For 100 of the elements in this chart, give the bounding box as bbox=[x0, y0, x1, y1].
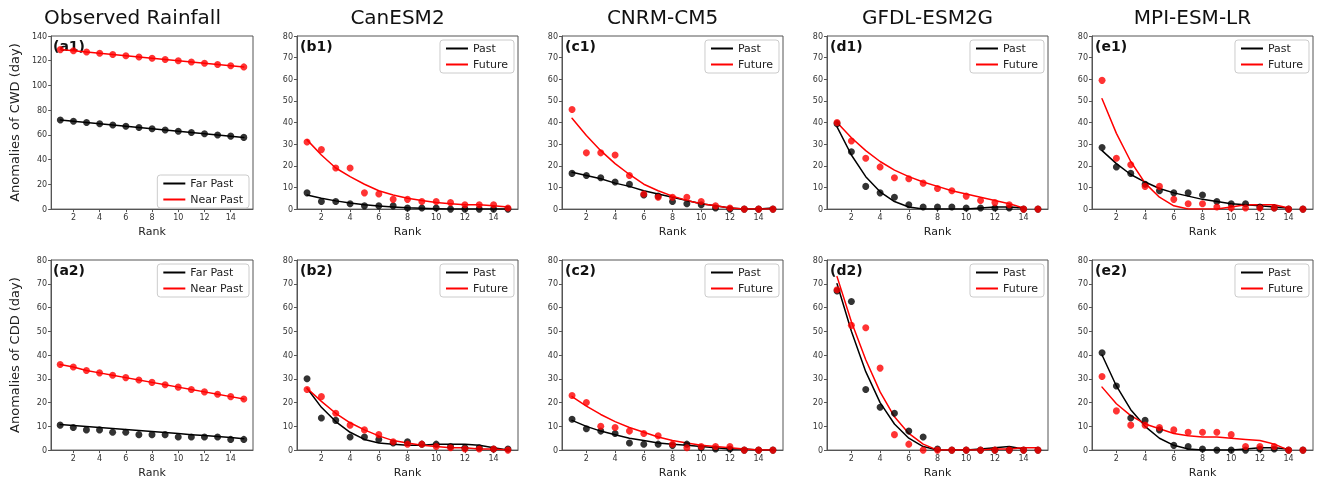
y-tick-label: 10 bbox=[812, 182, 823, 192]
y-tick-label: 30 bbox=[812, 139, 823, 149]
y-tick-label: 20 bbox=[1077, 161, 1088, 171]
y-tick-label: 0 bbox=[1082, 204, 1088, 214]
y-tick-label: 140 bbox=[31, 31, 48, 41]
x-tick-label: 12 bbox=[1254, 212, 1265, 222]
x-tick-label: 6 bbox=[123, 453, 129, 463]
x-tick-label: 8 bbox=[669, 212, 676, 222]
y-tick-label: 60 bbox=[282, 303, 293, 313]
x-tick-label: 14 bbox=[1283, 212, 1294, 222]
y-tick-label: 20 bbox=[36, 179, 48, 189]
legend-label: Near Past bbox=[190, 282, 244, 295]
x-tick-label: 14 bbox=[488, 453, 499, 463]
y-tick-label: 60 bbox=[547, 74, 558, 84]
y-tick-label: 30 bbox=[1077, 139, 1088, 149]
y-tick-label: 40 bbox=[282, 350, 293, 360]
x-axis-title: Rank bbox=[1188, 225, 1217, 238]
y-tick-label: 10 bbox=[1077, 182, 1088, 192]
x-tick-label: 10 bbox=[1226, 212, 1237, 222]
y-tick-label: 120 bbox=[31, 56, 48, 66]
annotation: (d2) bbox=[830, 262, 863, 278]
y-tick-label: 50 bbox=[36, 326, 47, 336]
y-tick-label: 0 bbox=[552, 445, 558, 455]
x-tick-label: 6 bbox=[906, 453, 912, 463]
x-tick-label: 14 bbox=[1018, 453, 1029, 463]
legend-label: Future bbox=[1002, 282, 1039, 295]
x-tick-label: 4 bbox=[877, 453, 883, 463]
x-tick-label: 12 bbox=[199, 212, 210, 222]
x-axis-title: Rank bbox=[393, 225, 422, 238]
legend-label: Past bbox=[472, 42, 497, 55]
chart-title: MPI-ESM-LR bbox=[1133, 5, 1252, 29]
chart-title: Observed Rainfall bbox=[44, 5, 221, 29]
y-tick-label: 30 bbox=[812, 374, 823, 384]
annotation: (b1) bbox=[300, 38, 333, 54]
x-tick-label: 14 bbox=[753, 453, 764, 463]
x-tick-label: 2 bbox=[848, 453, 854, 463]
y-tick-label: 20 bbox=[282, 398, 293, 408]
x-tick-label: 6 bbox=[1171, 453, 1177, 463]
y-tick-label: 80 bbox=[36, 255, 47, 265]
y-tick-label: 40 bbox=[812, 350, 823, 360]
y-axis-title: Anomalies of CDD (day) bbox=[7, 277, 22, 433]
y-tick-label: 30 bbox=[1077, 374, 1088, 384]
y-tick-label: 0 bbox=[42, 204, 48, 214]
x-tick-label: 2 bbox=[70, 453, 76, 463]
x-tick-label: 12 bbox=[989, 212, 1000, 222]
y-tick-label: 10 bbox=[547, 421, 558, 431]
y-tick-label: 70 bbox=[547, 279, 558, 289]
x-tick-label: 4 bbox=[347, 212, 353, 222]
y-tick-label: 0 bbox=[817, 445, 823, 455]
legend-label: Past bbox=[1002, 266, 1027, 279]
y-tick-label: 60 bbox=[547, 303, 558, 313]
x-tick-label: 10 bbox=[1226, 453, 1237, 463]
x-tick-label: 14 bbox=[225, 453, 236, 463]
x-tick-label: 10 bbox=[431, 212, 442, 222]
y-tick-label: 40 bbox=[282, 118, 293, 128]
y-tick-label: 10 bbox=[282, 421, 293, 431]
x-tick-label: 6 bbox=[376, 212, 382, 222]
legend-label: Far Past bbox=[190, 266, 235, 279]
x-tick-label: 8 bbox=[404, 453, 411, 463]
x-tick-label: 14 bbox=[1283, 453, 1294, 463]
y-tick-label: 10 bbox=[547, 182, 558, 192]
x-tick-label: 14 bbox=[488, 212, 499, 222]
x-tick-label: 8 bbox=[149, 212, 155, 222]
annotation: (c1) bbox=[565, 38, 596, 54]
y-tick-label: 70 bbox=[282, 279, 293, 289]
y-tick-label: 80 bbox=[812, 255, 823, 265]
annotation: (e1) bbox=[1095, 38, 1128, 54]
y-tick-label: 20 bbox=[36, 398, 47, 408]
x-tick-label: 4 bbox=[612, 453, 618, 463]
legend-label: Future bbox=[1267, 282, 1304, 295]
y-tick-label: 40 bbox=[547, 350, 558, 360]
y-tick-label: 50 bbox=[812, 326, 823, 336]
x-axis-title: Rank bbox=[138, 466, 167, 479]
y-tick-label: 30 bbox=[36, 374, 47, 384]
x-tick-label: 4 bbox=[612, 212, 618, 222]
y-tick-label: 40 bbox=[1077, 350, 1088, 360]
y-tick-label: 10 bbox=[812, 421, 823, 431]
y-tick-label: 50 bbox=[547, 96, 558, 106]
legend-label: Future bbox=[737, 58, 774, 71]
y-tick-label: 50 bbox=[282, 326, 293, 336]
x-axis-title: Rank bbox=[138, 225, 167, 238]
legend-label: Future bbox=[1002, 58, 1039, 71]
y-tick-label: 40 bbox=[812, 118, 823, 128]
x-tick-label: 10 bbox=[431, 453, 442, 463]
y-tick-label: 100 bbox=[31, 80, 48, 90]
y-tick-label: 60 bbox=[282, 74, 293, 84]
y-axis-title: Anomalies of CWD (day) bbox=[7, 43, 22, 202]
y-tick-label: 10 bbox=[36, 421, 47, 431]
x-tick-label: 12 bbox=[459, 212, 470, 222]
x-axis-title: Rank bbox=[393, 466, 422, 479]
x-tick-label: 10 bbox=[961, 212, 972, 222]
y-tick-label: 20 bbox=[812, 161, 823, 171]
y-tick-label: 80 bbox=[547, 31, 558, 41]
x-tick-label: 8 bbox=[1199, 453, 1206, 463]
y-tick-label: 30 bbox=[547, 374, 558, 384]
x-tick-label: 6 bbox=[641, 453, 647, 463]
annotation: (b2) bbox=[300, 262, 333, 278]
legend-label: Past bbox=[1267, 266, 1292, 279]
y-tick-label: 20 bbox=[812, 398, 823, 408]
x-tick-label: 14 bbox=[753, 212, 764, 222]
